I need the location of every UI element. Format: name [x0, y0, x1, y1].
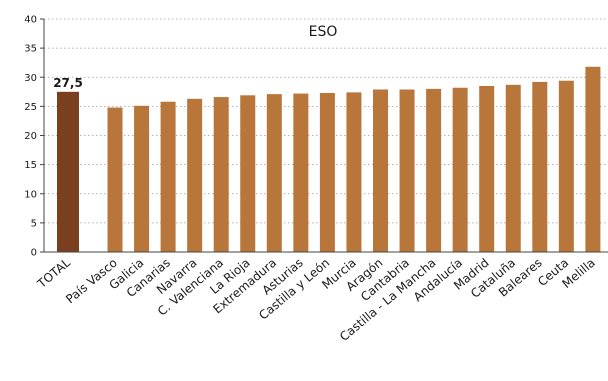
bar [160, 101, 176, 252]
y-tick-label: 10 [24, 189, 37, 200]
bar [187, 98, 203, 253]
bar [134, 105, 150, 252]
bar [373, 89, 388, 252]
bar [558, 80, 574, 253]
bars [57, 66, 601, 253]
y-tick-label: 5 [31, 218, 37, 229]
y-tick-label: 20 [24, 131, 37, 142]
bar [213, 97, 229, 253]
bar [532, 81, 548, 252]
bar [266, 94, 282, 252]
bar [479, 85, 495, 252]
bar-total [57, 91, 79, 252]
chart-title: ESO [309, 24, 338, 40]
bar [585, 66, 601, 252]
y-tick-label: 35 [24, 44, 37, 55]
data-label: 27,5 [53, 76, 83, 90]
bar [107, 107, 123, 252]
bar [293, 93, 309, 252]
y-tick-label: 40 [24, 15, 37, 26]
category-label: TOTAL [34, 255, 73, 291]
bar [319, 92, 335, 252]
data-labels: 27,5 [53, 76, 83, 90]
y-tick-label: 0 [31, 248, 37, 259]
bar [399, 89, 415, 252]
y-tick-label: 30 [24, 73, 37, 84]
bar [426, 88, 442, 253]
bar [240, 95, 256, 253]
y-tick-label: 15 [24, 160, 37, 171]
bar [452, 87, 468, 252]
y-axis-ticks: 0 5 10 15 20 25 30 35 40 [24, 15, 44, 259]
bar [505, 84, 521, 252]
y-tick-label: 25 [24, 102, 37, 113]
bar [346, 92, 362, 253]
